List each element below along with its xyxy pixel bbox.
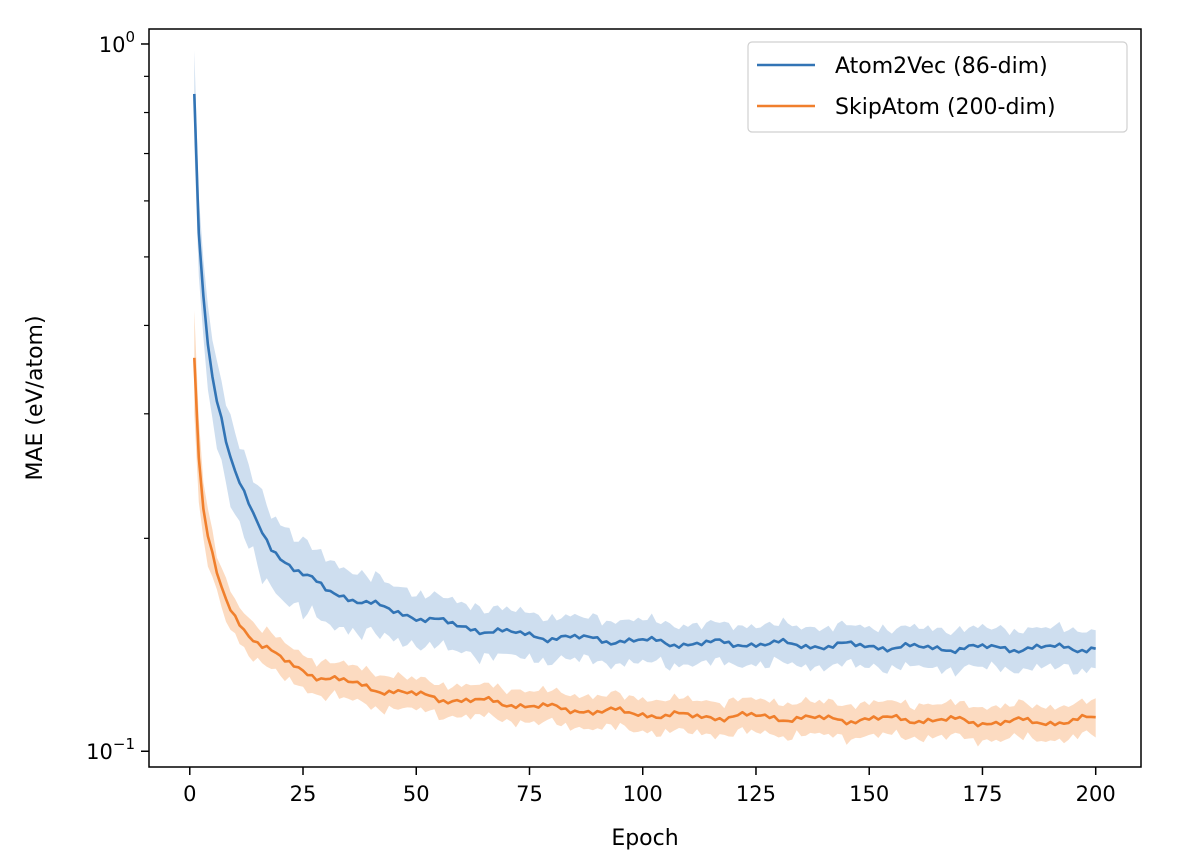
x-tick-label: 125 — [736, 782, 776, 806]
line-series-1 — [193, 357, 1096, 728]
y-tick-label: 10−1 — [86, 735, 135, 764]
x-tick-label: 175 — [962, 782, 1002, 806]
legend-label-0: Atom2Vec (86-dim) — [835, 54, 1048, 79]
x-tick-label: 200 — [1076, 782, 1116, 806]
x-tick-label: 100 — [623, 782, 663, 806]
legend: Atom2Vec (86-dim) SkipAtom (200-dim) — [747, 41, 1128, 133]
legend-box — [747, 41, 1128, 133]
band-series-1 — [194, 310, 1096, 747]
x-tick-label: 50 — [403, 782, 430, 806]
x-tick-label: 75 — [516, 782, 543, 806]
y-axis-title: MAE (eV/atom) — [23, 315, 48, 480]
x-tick-label: 0 — [183, 782, 196, 806]
confidence-bands — [194, 50, 1096, 747]
legend-label-1: SkipAtom (200-dim) — [835, 95, 1056, 120]
band-series-0 — [194, 50, 1096, 677]
y-tick-label: 100 — [99, 28, 135, 57]
x-tick-label: 150 — [849, 782, 889, 806]
y-axis-ticks: 100 10−1 — [86, 28, 149, 764]
plot-frame — [148, 28, 1142, 768]
x-axis-title: Epoch — [611, 826, 678, 851]
series-lines — [193, 93, 1096, 728]
line-series-0 — [193, 93, 1096, 655]
x-axis-ticks: 0 25 50 75 100 125 150 175 200 — [183, 767, 1116, 806]
x-tick-label: 25 — [290, 782, 317, 806]
